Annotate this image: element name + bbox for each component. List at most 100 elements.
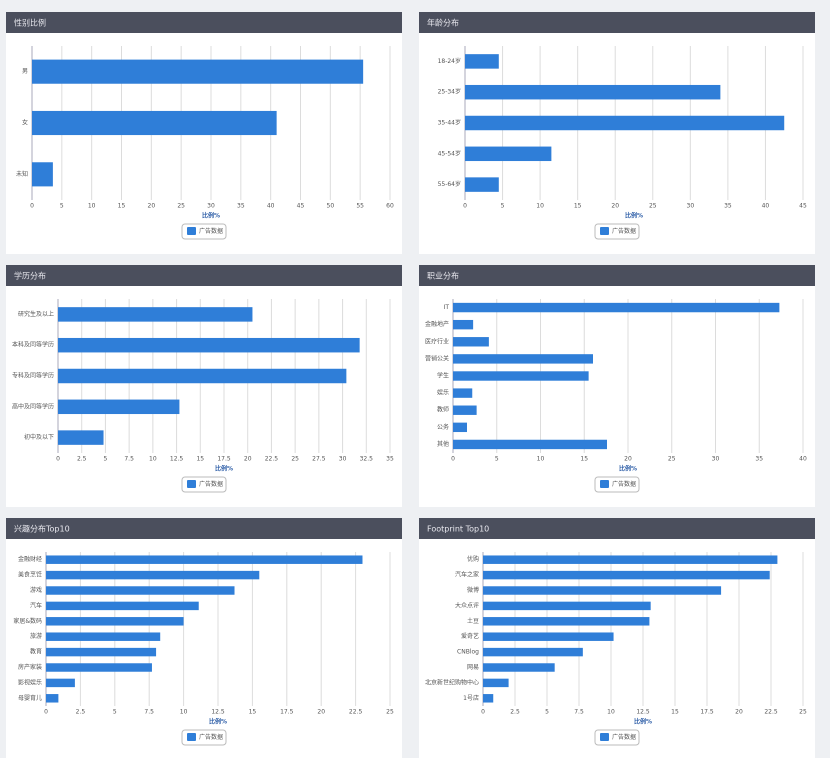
x-tick-label: 30 [339, 456, 347, 463]
bar [58, 368, 347, 384]
x-tick-label: 12.5 [211, 709, 225, 716]
x-tick-label: 50 [327, 203, 335, 210]
x-tick-label: 0 [481, 709, 485, 716]
bar [46, 632, 161, 641]
x-tick-label: 17.5 [280, 709, 294, 716]
y-tick-label: 母婴育儿 [18, 694, 42, 702]
y-tick-label: 优购 [467, 555, 479, 563]
bar [58, 430, 104, 445]
y-tick-label: 35-44岁 [438, 119, 461, 127]
x-tick-label: 0 [56, 456, 60, 463]
x-tick-label: 30 [687, 203, 695, 210]
panel [6, 265, 402, 507]
x-tick-label: 35 [237, 203, 245, 210]
x-tick-label: 22.5 [764, 709, 778, 716]
panel [419, 12, 815, 254]
legend-swatch [187, 733, 196, 741]
panel-title: 年龄分布 [427, 18, 459, 28]
bar [483, 663, 555, 672]
x-tick-label: 5 [501, 203, 505, 210]
x-tick-label: 10 [88, 203, 96, 210]
x-tick-label: 55 [356, 203, 364, 210]
y-tick-label: 金融地产 [425, 320, 449, 328]
bar [46, 694, 59, 703]
y-tick-label: 教师 [437, 406, 449, 414]
x-tick-label: 35 [755, 456, 763, 463]
bar [453, 439, 607, 450]
x-axis-title: 比例% [209, 718, 227, 726]
bar [32, 162, 53, 187]
panel [419, 265, 815, 507]
x-tick-label: 25 [177, 203, 185, 210]
panel-header [419, 518, 815, 539]
y-tick-label: 房产家装 [18, 663, 42, 671]
bar [453, 371, 589, 381]
bar [483, 647, 583, 657]
bar [453, 337, 489, 347]
bar [483, 617, 650, 626]
x-tick-label: 25 [291, 456, 299, 463]
x-tick-label: 0 [30, 203, 34, 210]
y-tick-label: 研究生及以上 [18, 310, 54, 318]
x-tick-label: 60 [386, 203, 394, 210]
bar [483, 586, 722, 595]
bar [483, 694, 494, 703]
bar [483, 570, 770, 580]
legend-swatch [187, 480, 196, 488]
bar [46, 586, 235, 595]
bar [483, 632, 614, 641]
x-tick-label: 15 [671, 709, 679, 716]
y-tick-label: 55-64岁 [438, 180, 461, 188]
y-tick-label: 学生 [437, 372, 449, 380]
y-tick-label: 营销公关 [425, 354, 449, 362]
x-tick-label: 20 [624, 456, 632, 463]
y-tick-label: 专科及同等学历 [12, 372, 54, 380]
x-tick-label: 32.5 [360, 456, 374, 463]
x-axis-title: 比例% [634, 718, 652, 726]
y-tick-label: 18-24岁 [438, 57, 461, 65]
y-tick-label: 男 [22, 68, 28, 75]
bar [465, 54, 499, 69]
bar [483, 555, 778, 564]
y-tick-label: 医疗行业 [425, 337, 449, 345]
y-tick-label: 游戏 [30, 586, 42, 594]
bar [453, 388, 473, 398]
y-tick-label: 金融财经 [18, 555, 42, 563]
x-tick-label: 15 [249, 709, 257, 716]
y-tick-label: 汽车 [30, 601, 42, 609]
x-axis-title: 比例% [625, 212, 643, 220]
bar [46, 617, 184, 626]
bar [453, 319, 474, 330]
x-tick-label: 20 [735, 709, 743, 716]
legend-swatch [600, 227, 609, 235]
bar [32, 59, 364, 84]
x-tick-label: 5 [104, 456, 108, 463]
bar [465, 177, 499, 192]
x-tick-label: 2.5 [77, 456, 87, 463]
x-tick-label: 30 [712, 456, 720, 463]
y-tick-label: CNBlog [457, 649, 479, 656]
bar [46, 555, 363, 564]
x-tick-label: 27.5 [312, 456, 326, 463]
x-tick-label: 20 [611, 203, 619, 210]
bar [58, 399, 180, 415]
x-tick-label: 5 [495, 456, 499, 463]
panel-title: 性别比例 [14, 18, 46, 28]
x-tick-label: 20 [244, 456, 252, 463]
panel-title: 学历分布 [14, 271, 46, 281]
x-axis-title: 比例% [215, 465, 233, 473]
legend-swatch [600, 480, 609, 488]
y-tick-label: 影视娱乐 [18, 678, 42, 686]
x-tick-label: 5 [60, 203, 64, 210]
panel-header [419, 265, 815, 286]
x-tick-label: 17.5 [217, 456, 231, 463]
x-axis-title: 比例% [202, 212, 220, 220]
legend-label: 广告数据 [199, 227, 223, 235]
x-tick-label: 20 [148, 203, 156, 210]
panel-header [6, 265, 402, 286]
y-tick-label: 娱乐 [437, 389, 449, 397]
bar [32, 110, 277, 136]
y-tick-label: 其他 [437, 440, 449, 448]
x-tick-label: 0 [44, 709, 48, 716]
legend-label: 广告数据 [199, 480, 223, 488]
